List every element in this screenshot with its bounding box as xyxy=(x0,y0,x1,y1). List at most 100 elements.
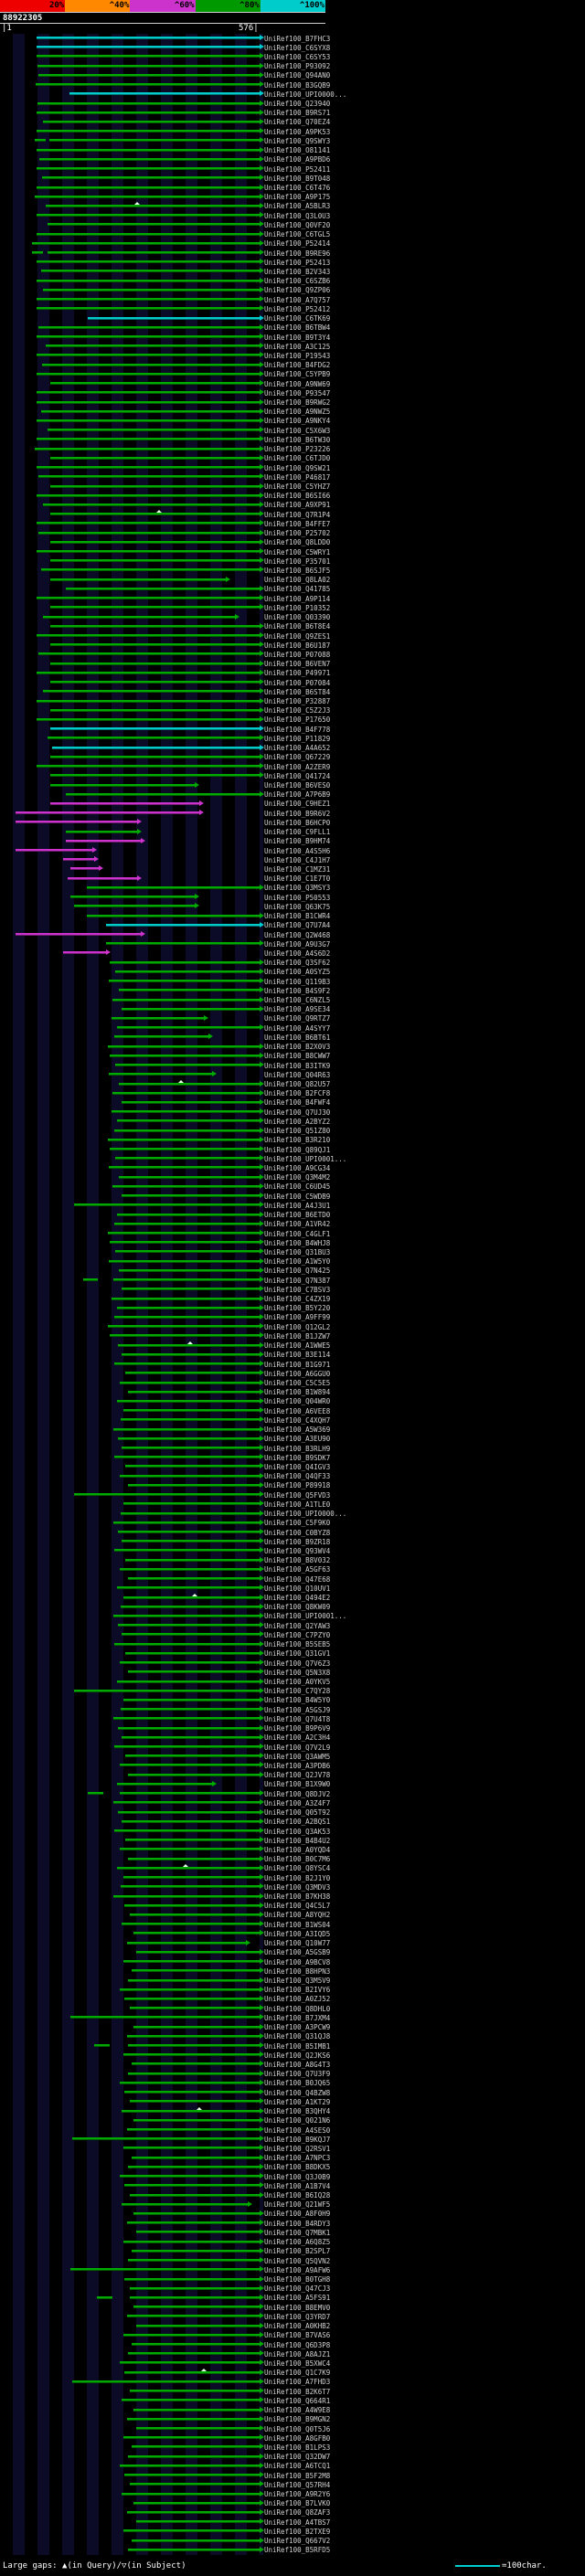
hit-label[interactable]: UniRef100_Q7N387 xyxy=(264,1276,331,1285)
hit-label[interactable]: UniRef100_A3PDB6 xyxy=(264,1761,331,1770)
hit-label[interactable]: UniRef100_Q57RH4 xyxy=(264,2480,331,2489)
hit-label[interactable]: UniRef100_Q7V2L9 xyxy=(264,1743,331,1752)
hit-bar[interactable] xyxy=(69,2268,260,2272)
hit-bar[interactable] xyxy=(34,139,46,143)
hit-bar[interactable] xyxy=(50,624,260,628)
hit-label[interactable]: UniRef100_B6ST84 xyxy=(264,687,331,696)
hit-bar[interactable] xyxy=(71,2137,260,2141)
hit-label[interactable]: UniRef100_Q93WV4 xyxy=(264,1546,331,1555)
hit-bar[interactable] xyxy=(123,1903,260,1907)
hit-label[interactable]: UniRef100_C7PZY0 xyxy=(264,1630,331,1639)
hit-bar[interactable] xyxy=(63,951,106,955)
hit-label[interactable]: UniRef100_B3GQB9 xyxy=(264,80,331,90)
hit-label[interactable]: UniRef100_A0YKV5 xyxy=(264,1678,331,1686)
hit-label[interactable]: UniRef100_Q7V6Z3 xyxy=(264,1659,331,1668)
hit-bar[interactable] xyxy=(37,634,260,637)
hit-label[interactable]: UniRef100_C4J1H7 xyxy=(264,855,331,864)
hit-bar[interactable] xyxy=(127,2548,260,2551)
hit-label[interactable]: UniRef100_B3QHY4 xyxy=(264,2107,331,2116)
hit-label[interactable]: UniRef100_A2BQS1 xyxy=(264,1818,331,1827)
hit-bar[interactable] xyxy=(120,1764,260,1767)
hit-bar[interactable] xyxy=(37,717,260,721)
hit-bar[interactable] xyxy=(37,55,260,58)
hit-bar[interactable] xyxy=(126,2315,260,2318)
hit-bar[interactable] xyxy=(37,37,260,39)
hit-label[interactable]: UniRef100_A3EU90 xyxy=(264,1435,331,1444)
hit-label[interactable]: UniRef100_C5WRY1 xyxy=(264,547,331,557)
hit-bar[interactable] xyxy=(123,2277,260,2281)
hit-label[interactable]: UniRef100_Q7MBK1 xyxy=(264,2228,331,2237)
hit-label[interactable]: UniRef100_A5GF63 xyxy=(264,1565,331,1574)
hit-bar[interactable] xyxy=(69,2016,260,2019)
hit-bar[interactable] xyxy=(37,335,260,338)
hit-label[interactable]: UniRef100_B1LPS3 xyxy=(264,2443,331,2452)
hit-label[interactable]: UniRef100_Q94AN0 xyxy=(264,71,331,80)
hit-label[interactable]: UniRef100_Q2YAW3 xyxy=(264,1621,331,1630)
hit-label[interactable]: UniRef100_Q3M4M2 xyxy=(264,1173,331,1182)
hit-bar[interactable] xyxy=(131,2062,260,2066)
hit-label[interactable]: UniRef100_B8HPN3 xyxy=(264,1966,331,1976)
hit-bar[interactable] xyxy=(133,2025,260,2029)
hit-bar[interactable] xyxy=(50,662,260,665)
hit-label[interactable]: UniRef100_Q3AWM5 xyxy=(264,1752,331,1761)
hit-bar[interactable] xyxy=(50,484,260,488)
hit-bar[interactable] xyxy=(69,92,260,96)
hit-label[interactable]: UniRef100_Q3J0B9 xyxy=(264,2172,331,2181)
hit-label[interactable]: UniRef100_Q3YRD7 xyxy=(264,2312,331,2321)
hit-label[interactable]: UniRef100_B7KH38 xyxy=(264,1892,331,1902)
hit-label[interactable]: UniRef100_B4F778 xyxy=(264,725,331,734)
hit-label[interactable]: UniRef100_B6TW30 xyxy=(264,435,331,444)
hit-label[interactable]: UniRef100_B4W5Y0 xyxy=(264,1696,331,1705)
hit-label[interactable]: UniRef100_A4SES0 xyxy=(264,2125,331,2135)
hit-bar[interactable] xyxy=(115,1064,260,1067)
hit-label[interactable]: UniRef100_B1CWR4 xyxy=(264,912,331,921)
hit-label[interactable]: UniRef100_B3E114 xyxy=(264,1351,331,1360)
hit-bar[interactable] xyxy=(37,699,260,703)
hit-label[interactable]: UniRef100_Q3AK53 xyxy=(264,1827,331,1836)
hit-bar[interactable] xyxy=(123,2474,260,2477)
hit-bar[interactable] xyxy=(43,690,260,694)
hit-label[interactable]: UniRef100_Q10UV1 xyxy=(264,1584,331,1593)
hit-bar[interactable] xyxy=(122,1819,260,1823)
hit-bar[interactable] xyxy=(16,933,142,936)
hit-label[interactable]: UniRef100_B2K6T7 xyxy=(264,2387,331,2396)
hit-label[interactable]: UniRef100_Q8DHL0 xyxy=(264,2004,331,2013)
hit-label[interactable]: UniRef100_Q10W77 xyxy=(264,1939,331,1948)
hit-bar[interactable] xyxy=(129,2193,260,2197)
hit-label[interactable]: UniRef100_Q8ZAF3 xyxy=(264,2508,331,2518)
hit-bar[interactable] xyxy=(37,214,260,217)
hit-label[interactable]: UniRef100_B5XWC4 xyxy=(264,2359,331,2368)
hit-bar[interactable] xyxy=(37,671,260,674)
hit-label[interactable]: UniRef100_B4RDY3 xyxy=(264,2219,331,2228)
hit-label[interactable]: UniRef100_Q70EZ4 xyxy=(264,118,331,127)
hit-label[interactable]: UniRef100_A2ZER9 xyxy=(264,762,331,771)
hit-label[interactable]: UniRef100_B6SJF5 xyxy=(264,566,331,575)
hit-label[interactable]: UniRef100_Q494E2 xyxy=(264,1594,331,1603)
hit-label[interactable]: UniRef100_B8EMV0 xyxy=(264,2303,331,2312)
hit-label[interactable]: UniRef100_A3Z4F7 xyxy=(264,1798,331,1807)
hit-bar[interactable] xyxy=(119,1268,260,1272)
hit-label[interactable]: UniRef100_B1JZW7 xyxy=(264,1331,331,1341)
hit-bar[interactable] xyxy=(129,2100,260,2104)
hit-bar[interactable] xyxy=(122,1876,260,1880)
hit-bar[interactable] xyxy=(127,2259,260,2263)
hit-label[interactable]: UniRef100_P52414 xyxy=(264,239,331,249)
hit-label[interactable]: UniRef100_C1MZ31 xyxy=(264,864,331,874)
hit-label[interactable]: UniRef100_Q7N425 xyxy=(264,1267,331,1276)
hit-label[interactable]: UniRef100_C7QY28 xyxy=(264,1687,331,1696)
hit-label[interactable]: UniRef100_B6TBW4 xyxy=(264,323,331,333)
hit-bar[interactable] xyxy=(37,101,260,105)
hit-bar[interactable] xyxy=(120,1381,260,1384)
hit-bar[interactable] xyxy=(131,2445,260,2449)
hit-bar[interactable] xyxy=(119,1175,260,1179)
hit-label[interactable]: UniRef100_B7LVK0 xyxy=(264,2499,331,2508)
hit-bar[interactable] xyxy=(40,409,260,413)
hit-label[interactable]: UniRef100_Q6D3P8 xyxy=(264,2340,331,2349)
hit-bar[interactable] xyxy=(71,2380,260,2383)
hit-bar[interactable] xyxy=(122,1540,260,1543)
hit-bar[interactable] xyxy=(135,2324,260,2327)
hit-bar[interactable] xyxy=(109,1073,213,1076)
hit-label[interactable]: UniRef100_A9P114 xyxy=(264,594,331,603)
hit-label[interactable]: UniRef100_B4B4U2 xyxy=(264,1836,331,1845)
hit-bar[interactable] xyxy=(37,597,260,600)
